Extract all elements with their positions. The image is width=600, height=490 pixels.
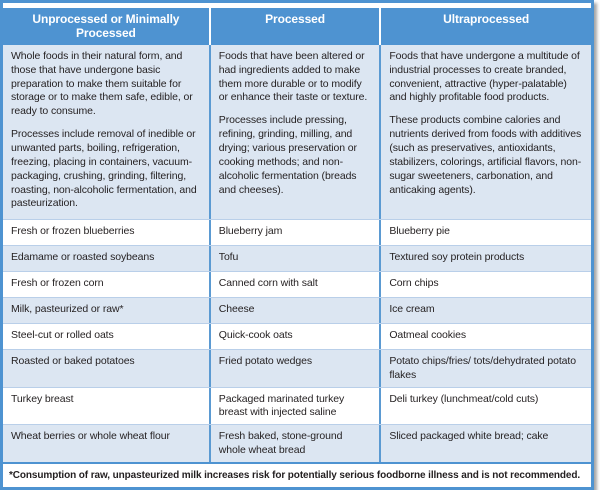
table-cell: Cheese	[208, 297, 380, 323]
table-cell: Deli turkey (lunchmeat/cold cuts)	[379, 387, 591, 425]
table-cell: Fried potato wedges	[208, 349, 380, 387]
header-unprocessed: Unprocessed or Minimally Processed	[3, 8, 209, 45]
description-unprocessed: Whole foods in their natural form, and t…	[3, 44, 209, 219]
table-cell: Fresh or frozen corn	[3, 271, 209, 297]
table-cell: Corn chips	[379, 271, 591, 297]
header-processed: Processed	[208, 8, 380, 45]
table-row-potatoes: Roasted or baked potatoes Fried potato w…	[3, 348, 591, 387]
table-row-wheat: Wheat berries or whole wheat flour Fresh…	[3, 424, 591, 462]
description-paragraph: These products combine calories and nutr…	[389, 114, 582, 196]
description-ultraprocessed: Foods that have undergone a multitude of…	[379, 44, 591, 219]
table-cell: Packaged marinated turkey breast with in…	[208, 387, 380, 425]
table-row-milk: Milk, pasteurized or raw* Cheese Ice cre…	[3, 296, 591, 323]
table-row-soy: Edamame or roasted soybeans Tofu Texture…	[3, 244, 591, 271]
table-cell: Fresh or frozen blueberries	[3, 219, 209, 245]
header-ultraprocessed: Ultraprocessed	[379, 8, 591, 45]
table-row-turkey: Turkey breast Packaged marinated turkey …	[3, 386, 591, 425]
footnote-row: *Consumption of raw, unpasteurized milk …	[3, 461, 591, 488]
table-row-oats: Steel-cut or rolled oats Quick-cook oats…	[3, 322, 591, 349]
description-paragraph: Foods that have been altered or had ingr…	[218, 49, 368, 104]
table-cell: Roasted or baked potatoes	[3, 349, 209, 387]
table-cell: Blueberry pie	[379, 219, 591, 245]
table-cell: Tofu	[208, 245, 380, 271]
table-header-row: Unprocessed or Minimally Processed Proce…	[3, 8, 591, 45]
description-paragraph: Processes include removal of inedible or…	[11, 128, 197, 210]
description-row: Whole foods in their natural form, and t…	[3, 44, 591, 219]
table-cell: Fresh baked, stone-ground whole wheat br…	[208, 425, 380, 462]
description-paragraph: Foods that have undergone a multitude of…	[389, 49, 580, 104]
table-cell: Textured soy protein products	[379, 245, 591, 271]
table-row-corn: Fresh or frozen corn Canned corn with sa…	[3, 270, 591, 297]
table-row-blueberries: Fresh or frozen blueberries Blueberry ja…	[3, 218, 591, 245]
table-top-strip	[3, 3, 591, 8]
table-cell: Blueberry jam	[208, 219, 380, 245]
description-paragraph: Processes include pressing, refining, gr…	[218, 114, 357, 196]
description-processed: Foods that have been altered or had ingr…	[208, 44, 380, 219]
table-cell: Sliced packaged white bread; cake	[379, 425, 591, 462]
table-cell: Edamame or roasted soybeans	[3, 245, 209, 271]
description-paragraph: Whole foods in their natural form, and t…	[11, 49, 193, 118]
table-cell: Canned corn with salt	[208, 271, 380, 297]
table-cell: Potato chips/fries/ tots/dehydrated pota…	[379, 349, 591, 387]
table-cell: Quick-cook oats	[208, 323, 380, 349]
footnote-text: *Consumption of raw, unpasteurized milk …	[9, 469, 581, 481]
table-cell: Turkey breast	[3, 387, 209, 425]
table-cell: Oatmeal cookies	[379, 323, 591, 349]
table-cell: Wheat berries or whole wheat flour	[3, 425, 209, 462]
table-cell: Milk, pasteurized or raw*	[3, 297, 209, 323]
table-cell: Ice cream	[379, 297, 591, 323]
table-cell: Steel-cut or rolled oats	[3, 323, 209, 349]
